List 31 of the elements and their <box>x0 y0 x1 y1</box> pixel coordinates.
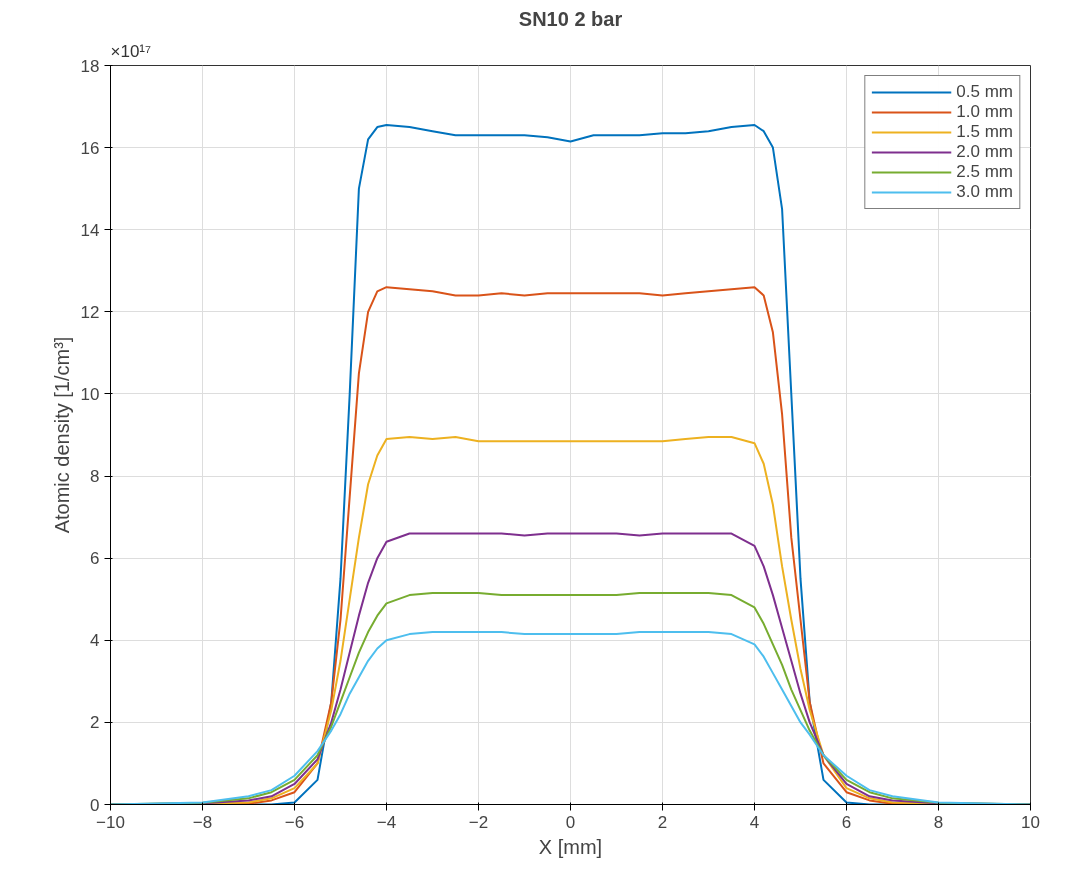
y-tick-label: 12 <box>80 302 100 322</box>
x-tick-label: 10 <box>1021 812 1040 832</box>
x-tick-label: 0 <box>565 812 576 832</box>
legend-label: 2.0 mm <box>956 142 1013 162</box>
legend-label: 0.5 mm <box>956 82 1013 102</box>
y-tick-label: 18 <box>80 56 100 76</box>
x-tick-label: 2 <box>657 812 668 832</box>
y-tick-label: 14 <box>80 220 100 240</box>
legend-label: 2.5 mm <box>956 162 1013 182</box>
y-tick-label: 2 <box>90 713 100 733</box>
y-tick-label: 10 <box>80 384 100 404</box>
x-tick-label: −8 <box>192 812 213 832</box>
x-tick-label: 4 <box>749 812 760 832</box>
y-tick-label: 16 <box>80 138 100 158</box>
y-tick-label: 0 <box>90 795 100 815</box>
legend-label: 1.0 mm <box>956 102 1013 122</box>
x-tick-label: −10 <box>96 812 125 832</box>
y-tick-label: 6 <box>90 549 100 569</box>
y-tick-label: 8 <box>90 467 100 487</box>
legend-label: 3.0 mm <box>956 182 1013 202</box>
chart-title: SN10 2 bar <box>518 7 623 30</box>
x-axis-title: X [mm] <box>538 835 603 858</box>
y-tick-label: 4 <box>90 631 100 651</box>
x-tick-label: 6 <box>841 812 852 832</box>
y-axis-title: Atomic density [1/cm³] <box>50 336 73 534</box>
text: ×10¹⁷ <box>110 41 152 61</box>
x-tick-label: −4 <box>376 812 397 832</box>
x-tick-label: −6 <box>284 812 305 832</box>
x-tick-label: −2 <box>468 812 489 832</box>
legend-label: 1.5 mm <box>956 122 1013 142</box>
x-tick-label: 8 <box>933 812 944 832</box>
